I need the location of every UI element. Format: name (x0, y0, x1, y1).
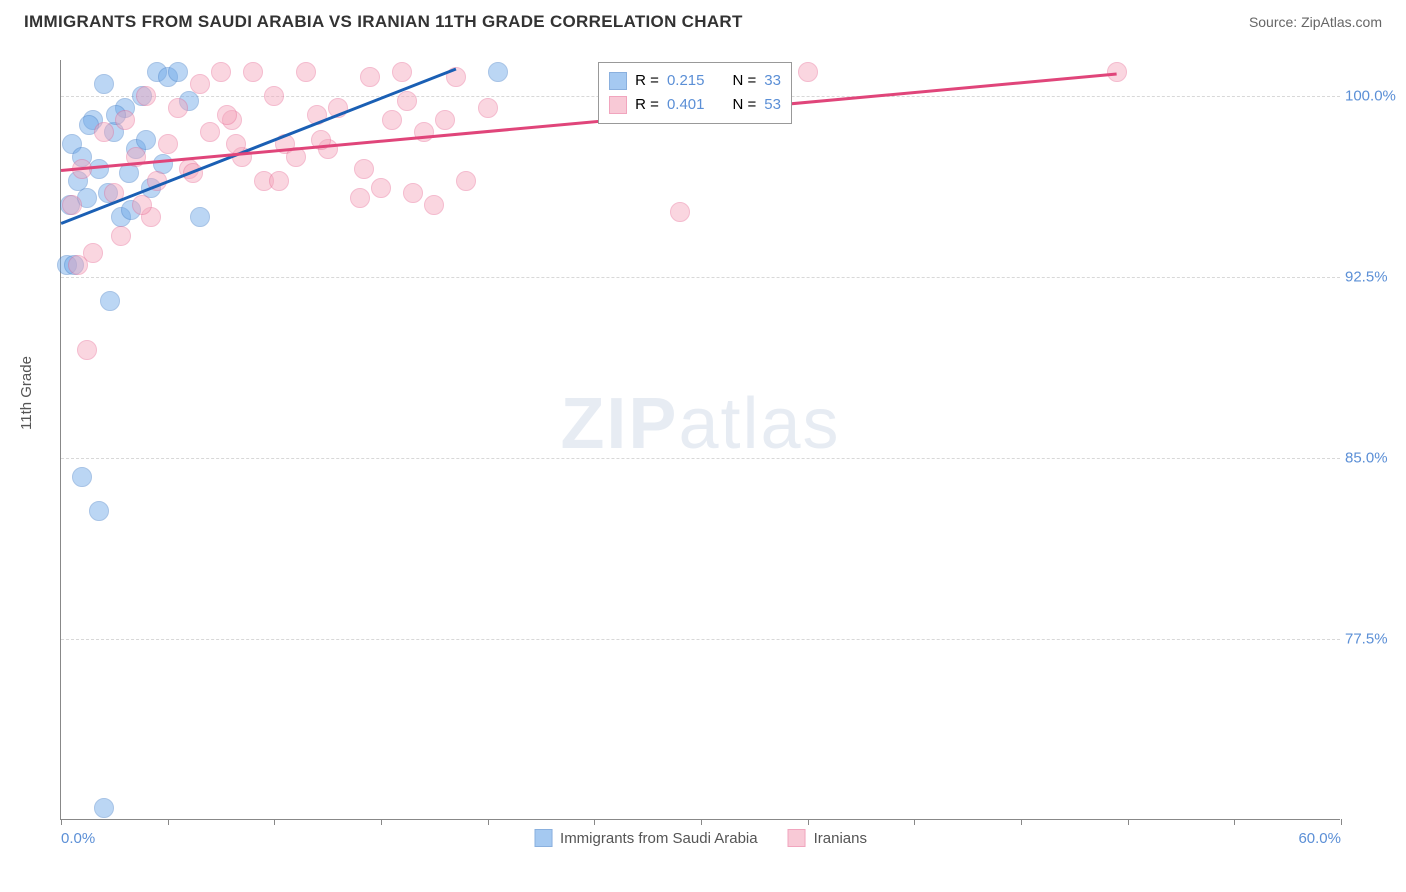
scatter-point (211, 62, 231, 82)
r-label: R = (635, 93, 659, 117)
scatter-point (200, 122, 220, 142)
x-tick-mark (274, 819, 275, 825)
legend-item: Immigrants from Saudi Arabia (534, 829, 758, 847)
x-tick-mark (808, 819, 809, 825)
scatter-point (158, 134, 178, 154)
x-tick-mark (1341, 819, 1342, 825)
r-label: R = (635, 69, 659, 93)
scatter-point (132, 195, 152, 215)
scatter-point (62, 195, 82, 215)
gridline (61, 277, 1340, 278)
scatter-point (456, 171, 476, 191)
scatter-point (190, 207, 210, 227)
source-label: Source: ZipAtlas.com (1249, 14, 1382, 30)
scatter-point (94, 122, 114, 142)
y-axis-label: 11th Grade (18, 356, 35, 430)
x-tick-mark (381, 819, 382, 825)
scatter-point (168, 98, 188, 118)
legend: Immigrants from Saudi Arabia Iranians (534, 829, 867, 847)
scatter-point (670, 202, 690, 222)
scatter-point (111, 226, 131, 246)
legend-item: Iranians (788, 829, 867, 847)
n-value: 53 (764, 93, 781, 117)
scatter-point (397, 91, 417, 111)
scatter-point (269, 171, 289, 191)
y-tick-label: 77.5% (1345, 631, 1400, 648)
y-tick-label: 85.0% (1345, 450, 1400, 467)
scatter-point (217, 105, 237, 125)
scatter-point (100, 291, 120, 311)
scatter-chart: ZIPatlas 77.5%85.0%92.5%100.0%0.0%60.0%R… (60, 60, 1340, 820)
stats-row: R = 0.401 N = 53 (609, 93, 781, 117)
x-tick-mark (1128, 819, 1129, 825)
x-tick-mark (61, 819, 62, 825)
scatter-point (190, 74, 210, 94)
x-tick-label: 60.0% (1298, 830, 1341, 847)
scatter-point (382, 110, 402, 130)
scatter-point (94, 798, 114, 818)
trend-line (61, 67, 457, 224)
scatter-point (115, 110, 135, 130)
x-tick-mark (1021, 819, 1022, 825)
gridline (61, 639, 1340, 640)
y-tick-label: 100.0% (1345, 88, 1400, 105)
correlation-stats-box: R = 0.215 N = 33 R = 0.401 N = 53 (598, 62, 792, 124)
n-label: N = (732, 93, 756, 117)
x-tick-mark (1234, 819, 1235, 825)
x-tick-mark (168, 819, 169, 825)
series-swatch (609, 72, 627, 90)
scatter-point (371, 178, 391, 198)
scatter-point (435, 110, 455, 130)
r-value: 0.215 (667, 69, 705, 93)
scatter-point (424, 195, 444, 215)
scatter-point (414, 122, 434, 142)
scatter-point (488, 62, 508, 82)
x-tick-mark (914, 819, 915, 825)
scatter-point (168, 62, 188, 82)
legend-label: Iranians (814, 830, 867, 847)
n-label: N = (732, 69, 756, 93)
x-tick-mark (488, 819, 489, 825)
scatter-point (264, 86, 284, 106)
legend-label: Immigrants from Saudi Arabia (560, 830, 758, 847)
x-tick-label: 0.0% (61, 830, 95, 847)
scatter-point (392, 62, 412, 82)
chart-title: IMMIGRANTS FROM SAUDI ARABIA VS IRANIAN … (24, 12, 743, 32)
x-tick-mark (701, 819, 702, 825)
scatter-point (354, 159, 374, 179)
scatter-point (77, 340, 97, 360)
scatter-point (296, 62, 316, 82)
legend-swatch (788, 829, 806, 847)
scatter-point (360, 67, 380, 87)
scatter-point (136, 86, 156, 106)
y-tick-label: 92.5% (1345, 269, 1400, 286)
scatter-point (350, 188, 370, 208)
legend-swatch (534, 829, 552, 847)
r-value: 0.401 (667, 93, 705, 117)
n-value: 33 (764, 69, 781, 93)
scatter-point (798, 62, 818, 82)
scatter-point (72, 467, 92, 487)
scatter-point (478, 98, 498, 118)
scatter-point (403, 183, 423, 203)
gridline (61, 458, 1340, 459)
x-tick-mark (594, 819, 595, 825)
scatter-point (243, 62, 263, 82)
stats-row: R = 0.215 N = 33 (609, 69, 781, 93)
watermark: ZIPatlas (560, 383, 840, 465)
scatter-point (94, 74, 114, 94)
scatter-point (68, 255, 88, 275)
scatter-point (89, 501, 109, 521)
series-swatch (609, 96, 627, 114)
